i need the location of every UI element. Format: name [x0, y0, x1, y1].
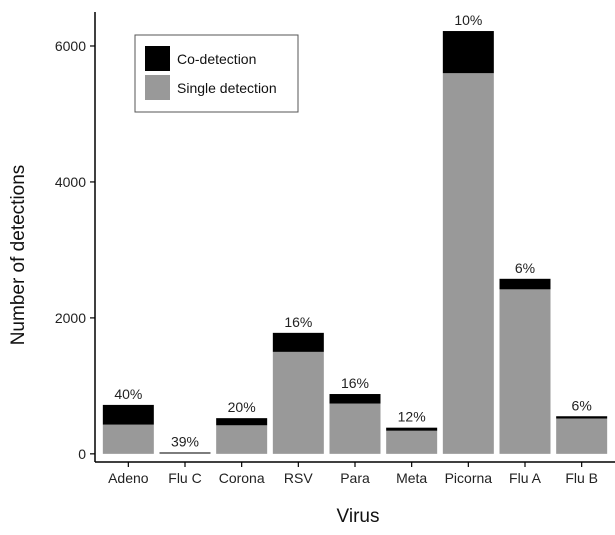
bar-percentage-label: 40%	[114, 386, 142, 402]
x-tick-label: RSV	[284, 470, 313, 486]
bar-para-single	[329, 403, 381, 454]
bar-percentage-label: 16%	[284, 314, 312, 330]
bar-picorna-single	[442, 73, 494, 454]
percentage-labels: 40% 39% 20% 16% 16% 12% 10% 6% 6%	[114, 12, 591, 449]
bar-flu-b-co	[556, 416, 608, 419]
bar-corona-co	[216, 418, 268, 426]
x-tick-label: Flu A	[509, 470, 542, 486]
bar-percentage-label: 20%	[228, 399, 256, 415]
legend-swatch-co-detection	[145, 46, 170, 71]
bar-meta-single	[386, 430, 438, 454]
x-tick-label: Flu B	[565, 470, 598, 486]
bar-flu-c-single	[159, 453, 211, 454]
bar-para-co	[329, 394, 381, 404]
y-axis-ticks: 0 2000 4000 6000	[55, 38, 95, 462]
x-tick-label: Flu C	[168, 470, 201, 486]
bar-percentage-label: 6%	[572, 397, 592, 413]
bar-adeno-single	[102, 424, 154, 454]
legend-label-co-detection: Co-detection	[177, 51, 256, 67]
x-tick-label: Corona	[219, 470, 265, 486]
y-axis-title: Number of detections	[8, 165, 29, 346]
bar-percentage-label: 39%	[171, 433, 199, 449]
bar-percentage-label: 16%	[341, 375, 369, 391]
x-tick-label: Meta	[396, 470, 427, 486]
bar-adeno-co	[102, 404, 154, 425]
bar-flu-a-co	[499, 278, 551, 290]
bars-layer	[102, 31, 608, 454]
x-tick-label: Para	[340, 470, 370, 486]
x-tick-label: Adeno	[108, 470, 149, 486]
bar-percentage-label: 6%	[515, 260, 535, 276]
x-axis-title: Virus	[337, 506, 380, 527]
legend-label-single-detection: Single detection	[177, 80, 277, 96]
y-tick-label: 4000	[55, 174, 86, 190]
y-tick-label: 2000	[55, 310, 86, 326]
bar-flu-a-single	[499, 289, 551, 454]
bar-percentage-label: 12%	[398, 409, 426, 425]
legend: Co-detection Single detection	[134, 34, 299, 113]
y-tick-label: 6000	[55, 38, 86, 54]
y-tick-label: 0	[78, 446, 86, 462]
bar-flu-b-single	[556, 418, 608, 454]
legend-swatch-single-detection	[145, 75, 170, 100]
bar-picorna-co	[442, 31, 494, 74]
bar-rsv-single	[272, 351, 324, 454]
bar-rsv-co	[272, 332, 324, 352]
x-tick-label: Picorna	[445, 470, 493, 486]
x-axis-ticks: Adeno Flu C Corona RSV Para Meta Picorna Flu A F…	[108, 462, 598, 486]
bar-corona-single	[216, 425, 268, 454]
bar-meta-co	[386, 427, 438, 431]
bar-flu-c-co	[159, 452, 211, 454]
bar-percentage-label: 10%	[454, 12, 482, 28]
